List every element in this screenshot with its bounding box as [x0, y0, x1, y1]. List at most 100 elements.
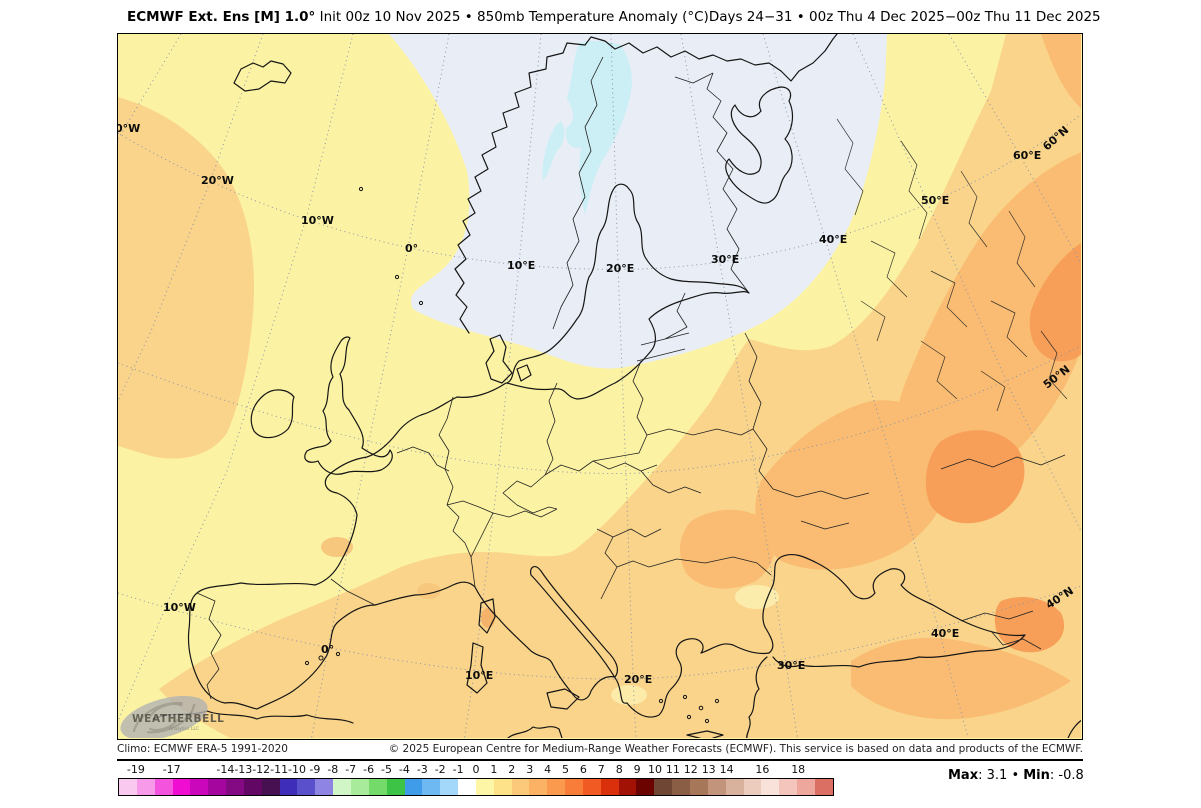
- logo-subtext: Analytics LLC: [169, 726, 199, 732]
- coast-caspian-corner: [1067, 720, 1081, 738]
- max-label: Max: [948, 768, 979, 783]
- colorbar-swatch: [279, 779, 298, 795]
- colorbar-tick-label: 18: [791, 763, 806, 776]
- colorbar-tick-label: 12: [683, 763, 698, 776]
- colorbar-swatch: [440, 779, 459, 795]
- europe-anomaly-map: WEATHERBELL Analytics LLC 0°W 20°W 10°W 0° 1…: [118, 34, 1081, 738]
- colorbar-swatch: [654, 779, 673, 795]
- title-model: ECMWF Ext. Ens [M] 1.0°: [127, 9, 316, 25]
- colorbar-swatch: [208, 779, 227, 795]
- colorbar-tick-label: 5: [562, 763, 569, 776]
- colorbar-tick-label: -6: [363, 763, 375, 776]
- fill-orange3-volga: [925, 430, 1025, 524]
- graticule-label: 20°W: [201, 174, 234, 187]
- colorbar-swatch: [707, 779, 726, 795]
- coast-small-islands: [304, 186, 720, 724]
- logo-text: WEATHERBELL: [132, 713, 224, 725]
- map-panel: WEATHERBELL Analytics LLC 0°W 20°W 10°W 0° 1…: [117, 33, 1083, 740]
- colorbar-tick-label: -14: [216, 763, 235, 776]
- colorbar-swatch: [172, 779, 191, 795]
- coast-britain: [304, 336, 393, 475]
- colorbar-swatch: [529, 779, 548, 795]
- colorbar-swatch: [672, 779, 690, 795]
- max-value: 3.1: [986, 768, 1008, 783]
- colorbar-swatch: [743, 779, 762, 795]
- fill-pale-spot-1: [735, 585, 779, 609]
- colorbar-swatch: [779, 779, 798, 795]
- colorbar-tick-label: 1: [490, 763, 498, 776]
- colorbar-swatch: [422, 779, 441, 795]
- max-min-readout: Max: 3.1 • Min: -0.8: [948, 768, 1084, 783]
- colorbar-tick-label: 2: [508, 763, 516, 776]
- title-left: ECMWF Ext. Ens [M] 1.0° Init 00z 10 Nov …: [127, 9, 709, 25]
- colorbar-swatch: [814, 779, 833, 795]
- coast-corsica: [478, 598, 496, 634]
- colorbar-swatch: [404, 779, 423, 795]
- colorbar-swatch: [493, 779, 512, 795]
- coast-west-europe: [187, 382, 770, 718]
- coast-aegean-turkey: [746, 656, 768, 738]
- chart-title: ECMWF Ext. Ens [M] 1.0° Init 00z 10 Nov …: [117, 9, 1101, 25]
- graticule-label: 0°: [405, 242, 418, 255]
- fill-orange2-turkey: [851, 637, 1071, 720]
- colorbar-swatch: [636, 779, 655, 795]
- colorbar-tick-label: -12: [252, 763, 271, 776]
- fill-pale-spot-2: [611, 685, 647, 705]
- graticule: [118, 34, 1081, 738]
- fill-cyan-pocket: [565, 40, 632, 216]
- fill-orange2-corner: [1041, 34, 1081, 109]
- colorbar-tick-label: 6: [579, 763, 587, 776]
- copyright-note: © 2025 European Centre for Medium-Range …: [388, 743, 1083, 755]
- fill-pale-blue: [389, 34, 887, 369]
- graticule-label: 10°E: [465, 669, 493, 682]
- colorbar-swatch: [565, 779, 583, 795]
- colorbar-tick-label: -5: [381, 763, 392, 776]
- coast-tunisia: [507, 726, 563, 738]
- colorbar-swatch: [119, 779, 137, 795]
- colorbar-tick-label: -4: [398, 763, 410, 776]
- graticule-label: 0°W: [118, 122, 140, 135]
- colorbar-swatch: [797, 779, 815, 795]
- colorbar-swatch: [761, 779, 780, 795]
- graticule-label: 30°E: [777, 659, 805, 672]
- fill-orange2-east: [892, 152, 1081, 497]
- graticule-label: 10°W: [163, 601, 196, 614]
- coast-sardinia: [466, 642, 488, 694]
- colorbar-swatch: [226, 779, 244, 795]
- fill-dab-france: [321, 537, 353, 557]
- graticule-label: 20°E: [624, 673, 652, 686]
- coast-sicily: [546, 688, 580, 710]
- attribution-row: Climo: ECMWF ERA-5 1991-2020 © 2025 Euro…: [117, 743, 1083, 755]
- graticule-label: 60°E: [1013, 149, 1041, 162]
- colorbar-swatch: [600, 779, 619, 795]
- colorbar-swatch: [458, 779, 476, 795]
- colorbar-tick-label: -11: [270, 763, 289, 776]
- graticule-label: 10°W: [301, 214, 334, 227]
- min-label: Min: [1023, 768, 1050, 783]
- colorbar-tick-labels: -19 -17 -14 -13 -12 -11 -10 -9 -8 -7 -6 -5 -4 -3 -2 -1 0…: [118, 764, 834, 777]
- colorbar-tick-label: 7: [597, 763, 605, 776]
- colorbar-swatch: [511, 779, 530, 795]
- coast-zealand: [516, 364, 532, 382]
- colorbar-swatch: [386, 779, 405, 795]
- colorbar-swatch: [475, 779, 494, 795]
- colorbar-tick-label: 3: [526, 763, 534, 776]
- coast-norway: [454, 34, 838, 334]
- colorbar-tick-label: -2: [434, 763, 446, 776]
- colorbar-swatch: [725, 779, 744, 795]
- colorbar-swatch: [315, 779, 334, 795]
- colorbar-swatch: [243, 779, 262, 795]
- colorbar-swatch: [350, 779, 369, 795]
- coast-black-sea: [762, 553, 1026, 668]
- colorbar-tick-label: 8: [615, 763, 623, 776]
- colorbar-tick-label: 10: [648, 763, 662, 776]
- coast-baltic: [506, 183, 750, 400]
- colorbar-swatch: [261, 779, 280, 795]
- colorbar-swatch: [368, 779, 387, 795]
- fill-orange3-caucasus: [994, 597, 1065, 653]
- colorbar-swatch: [333, 779, 351, 795]
- min-value: -0.8: [1058, 768, 1084, 783]
- colorbar-swatch: [136, 779, 155, 795]
- fill-orange-atlantic: [118, 97, 254, 459]
- graticule-label: 40°E: [819, 233, 847, 246]
